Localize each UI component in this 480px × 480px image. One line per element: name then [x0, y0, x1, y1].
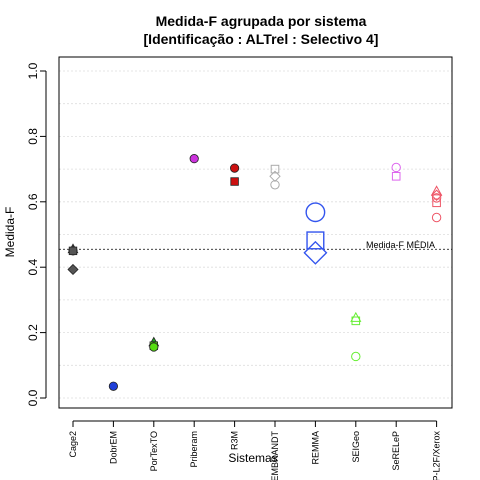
data-point — [431, 212, 442, 223]
data-point — [432, 198, 441, 208]
data-point — [270, 164, 280, 174]
y-tick-label: 0.2 — [26, 324, 40, 341]
data-point — [230, 163, 240, 173]
data-point — [269, 170, 281, 183]
y-tick-label: 1.0 — [26, 62, 40, 79]
data-point — [351, 351, 361, 362]
data-point — [108, 381, 119, 391]
data-point — [270, 180, 280, 190]
x-axis: Cage2 DobrEM PorTexTO Priberam R3M REMBRANDT R… — [68, 420, 442, 480]
data-points — [67, 154, 443, 391]
data-point — [189, 154, 199, 164]
x-tick-label: REMBRANDT — [270, 431, 280, 480]
x-axis-label: Sistemas — [228, 451, 277, 465]
data-point — [68, 246, 78, 256]
data-point — [430, 189, 443, 201]
average-reference-label: Medida-F MÉDIA — [366, 240, 435, 250]
x-tick-label: R3M — [230, 431, 240, 450]
data-point — [391, 171, 401, 181]
data-point — [149, 342, 159, 352]
x-tick-label: Priberam — [189, 431, 199, 468]
data-point — [230, 177, 239, 186]
data-point — [303, 240, 328, 265]
plot-frame — [58, 56, 453, 409]
y-tick-label: 0.4 — [26, 259, 40, 276]
y-tick-label: 0.0 — [26, 389, 40, 406]
data-point — [67, 263, 79, 276]
x-tick-label: XIP-L2F/Xerox — [432, 431, 442, 480]
data-point — [430, 185, 443, 196]
x-tick-label: Cage2 — [68, 431, 78, 458]
grid-lines — [59, 70, 452, 399]
x-tick-label: DobrEM — [108, 431, 118, 464]
y-axis-label: Medida-F — [3, 207, 17, 258]
chart-title-line-2: [Identificação : ALTrel : Selectivo 4] — [144, 31, 379, 47]
data-point — [306, 231, 325, 250]
y-axis: 0.0 0.2 0.4 0.6 0.8 1.0 — [26, 62, 47, 406]
x-tick-label: PorTexTO — [149, 431, 159, 471]
y-tick-label: 0.6 — [26, 193, 40, 210]
data-point — [305, 202, 326, 223]
x-tick-label: SEIGeo — [351, 431, 361, 463]
data-point — [431, 193, 442, 203]
y-tick-label: 0.8 — [26, 128, 40, 145]
chart-title-line-1: Medida-F agrupada por sistema — [156, 13, 367, 29]
data-point — [351, 316, 361, 326]
x-tick-label: REMMA — [310, 431, 320, 465]
data-point — [391, 162, 401, 173]
x-tick-label: SeRELeP — [391, 431, 401, 471]
